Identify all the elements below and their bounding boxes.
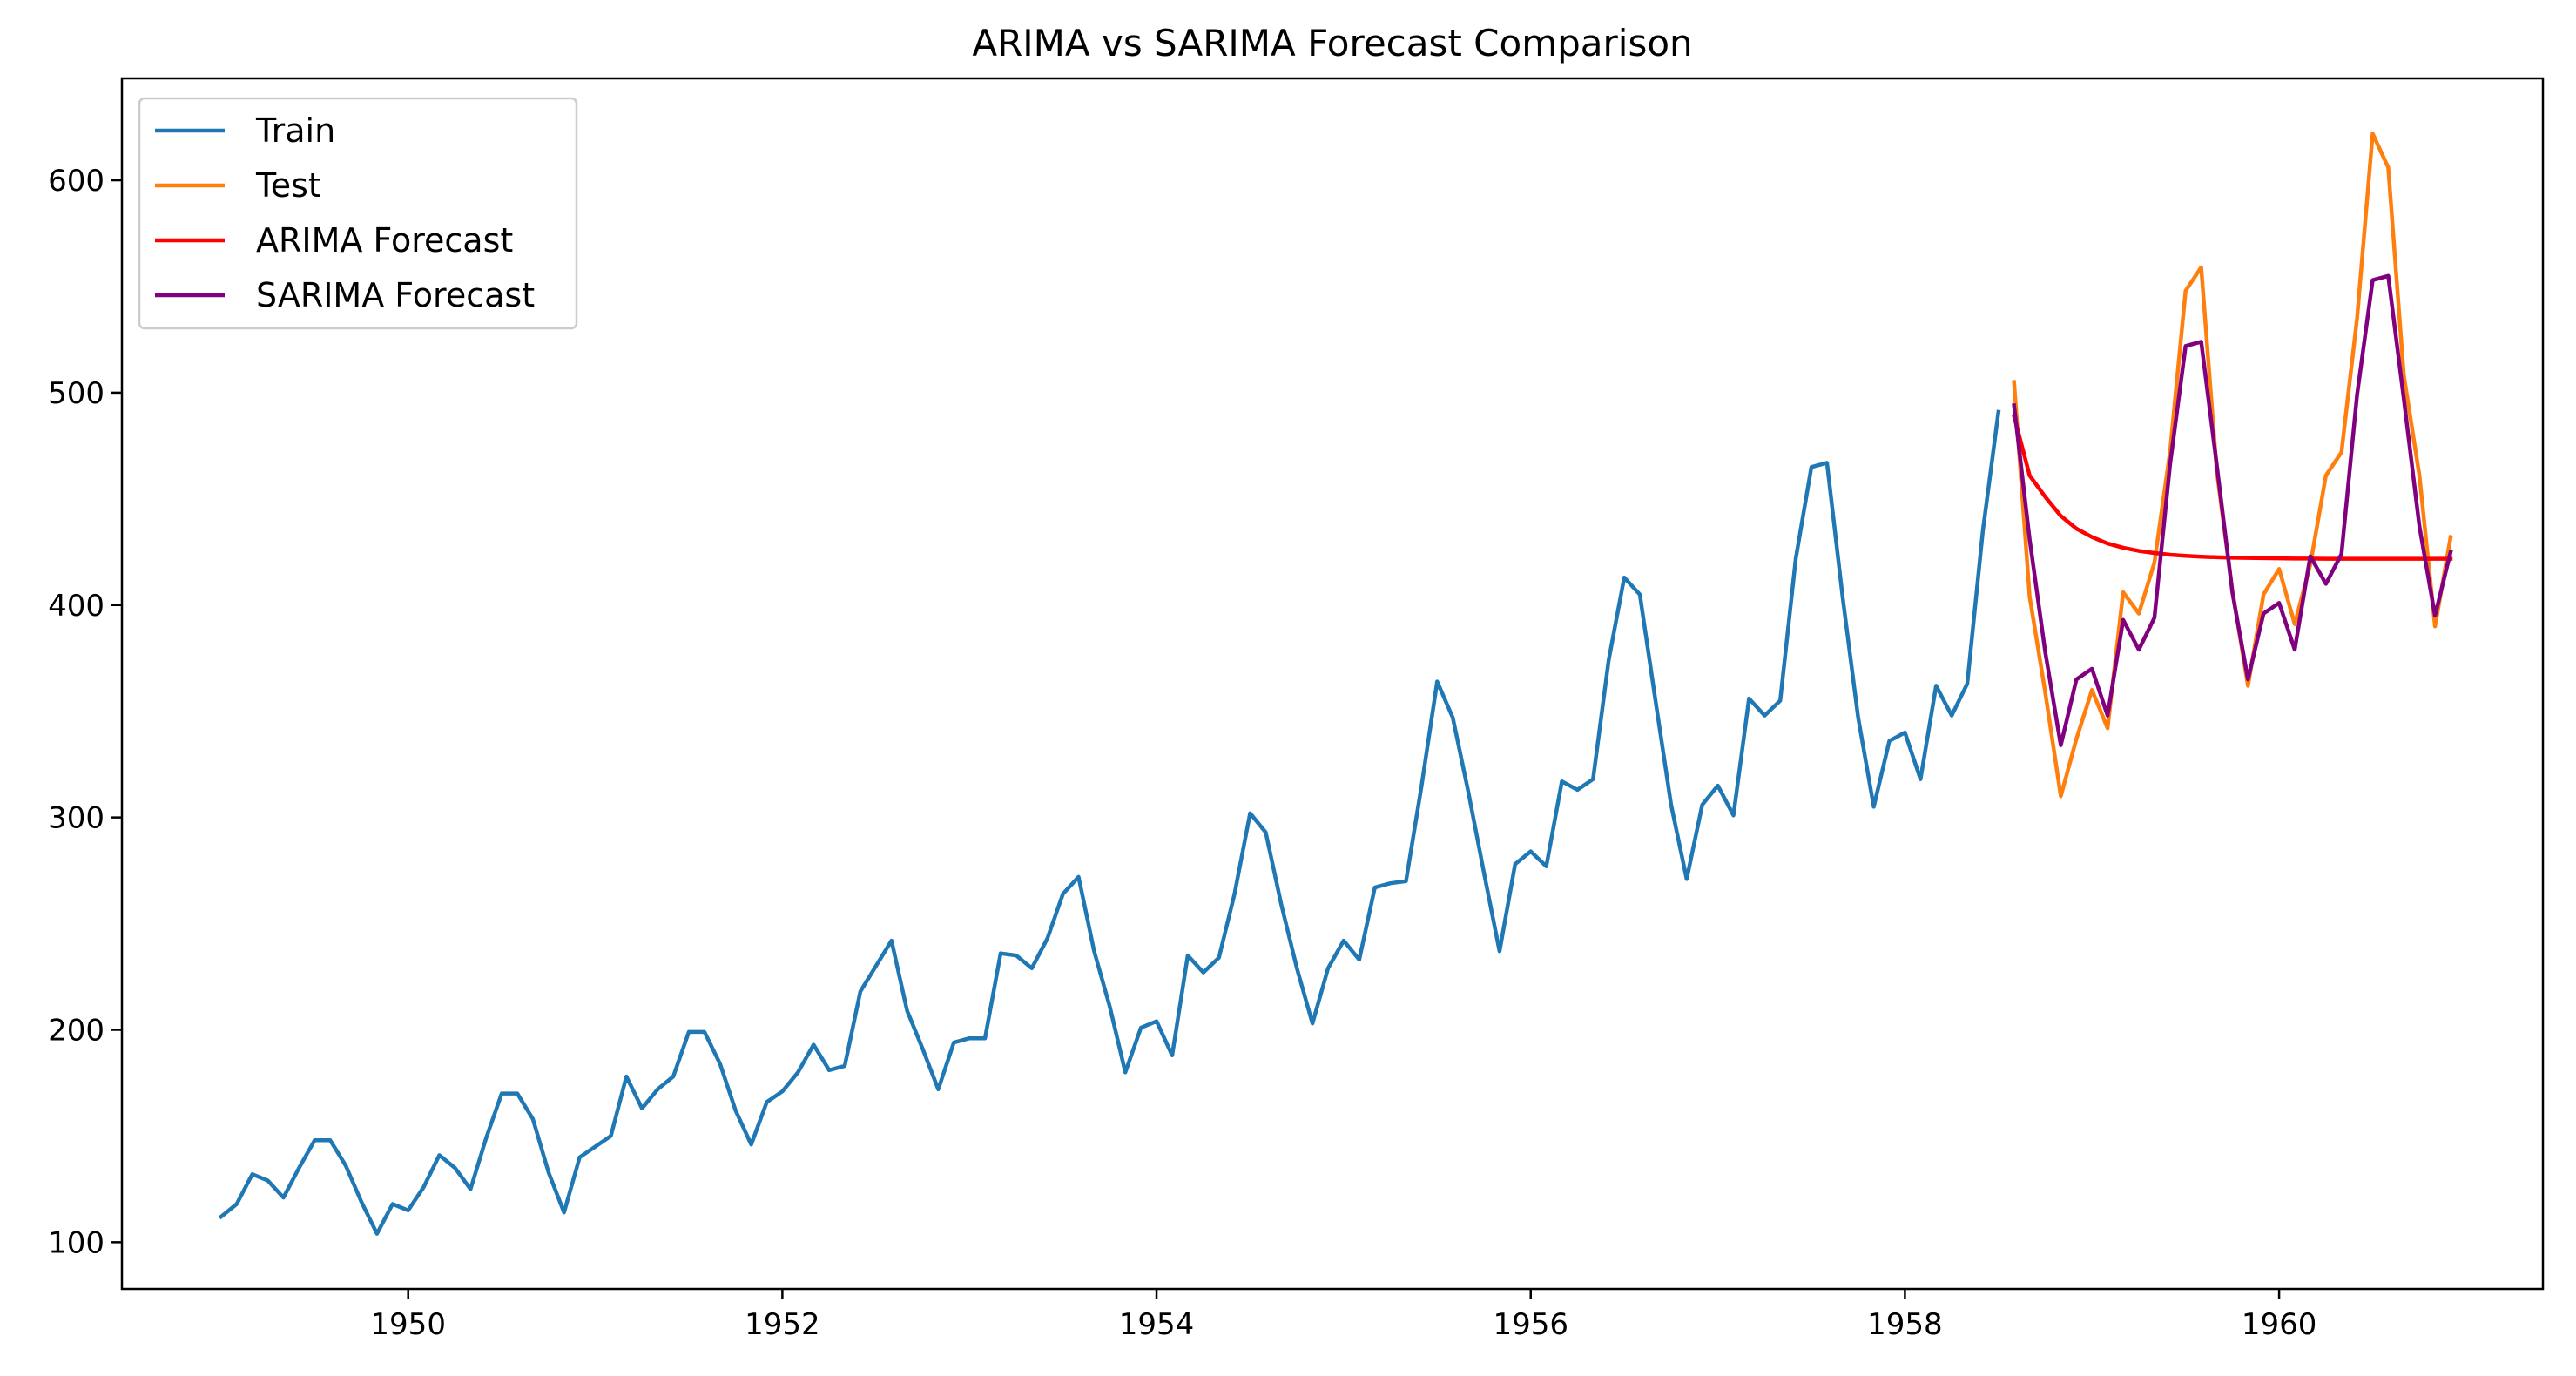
y-axis: 100 200 300 400 500 600 xyxy=(48,164,122,1260)
legend: Train Test ARIMA Forecast SARIMA Forecast xyxy=(138,97,578,330)
y-tick-label: 100 xyxy=(48,1225,105,1260)
y-tick-label: 500 xyxy=(48,376,105,411)
x-tick-label: 1954 xyxy=(1119,1307,1195,1342)
x-tick-label: 1956 xyxy=(1493,1307,1568,1342)
x-axis: 1950 1952 1954 1956 1958 1960 xyxy=(370,1289,2316,1342)
y-tick-label: 200 xyxy=(48,1013,105,1048)
series-line-arima-forecast xyxy=(2011,413,2453,561)
series-lines xyxy=(218,132,2453,1236)
y-tick-label: 400 xyxy=(48,589,105,624)
plot-frame xyxy=(120,77,2545,1291)
legend-label-sarima-forecast: SARIMA Forecast xyxy=(256,276,535,314)
x-tick-label: 1958 xyxy=(1867,1307,1943,1342)
y-tick-label: 600 xyxy=(48,164,105,199)
x-tick-label: 1950 xyxy=(370,1307,446,1342)
series-line-sarima-forecast xyxy=(2012,273,2453,747)
legend-box xyxy=(138,97,578,330)
x-tick-label: 1960 xyxy=(2242,1307,2317,1342)
legend-label-test: Test xyxy=(255,166,321,205)
x-tick-label: 1952 xyxy=(745,1307,820,1342)
y-tick-label: 300 xyxy=(48,801,105,836)
chart-title: ARIMA vs SARIMA Forecast Comparison xyxy=(972,22,1692,64)
series-line-train xyxy=(218,409,2001,1236)
legend-label-train: Train xyxy=(255,111,335,150)
legend-label-arima-forecast: ARIMA Forecast xyxy=(256,221,513,260)
